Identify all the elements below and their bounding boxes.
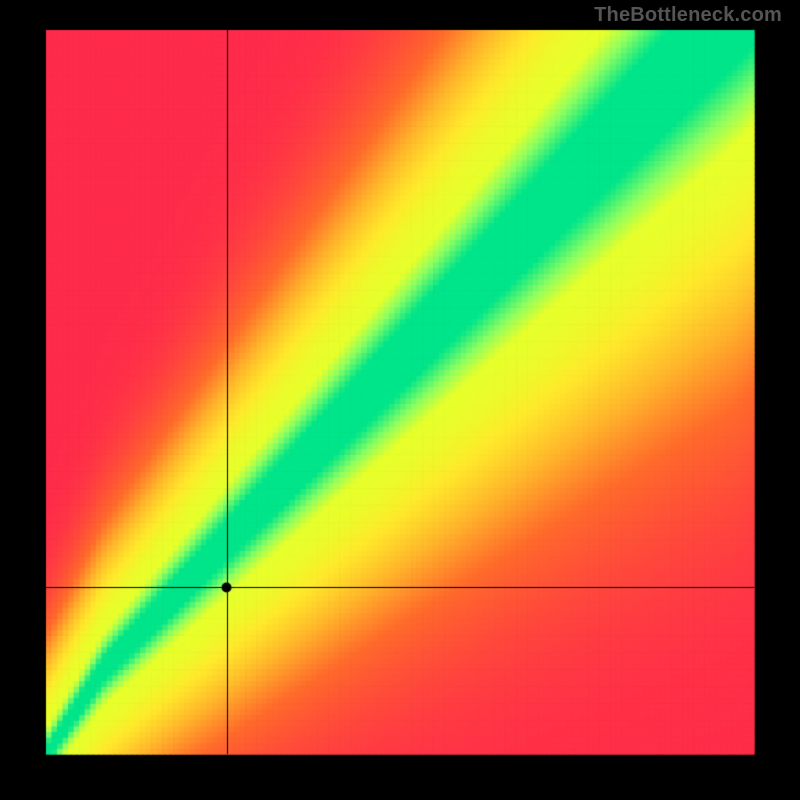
root: TheBottleneck.com: [0, 0, 800, 800]
watermark-text: TheBottleneck.com: [594, 4, 782, 27]
bottleneck-heatmap: [0, 0, 800, 800]
